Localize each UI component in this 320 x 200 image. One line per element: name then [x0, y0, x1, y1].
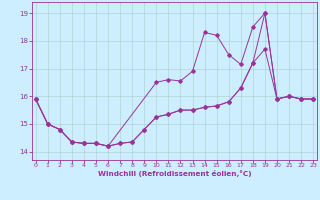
X-axis label: Windchill (Refroidissement éolien,°C): Windchill (Refroidissement éolien,°C) — [98, 170, 251, 177]
